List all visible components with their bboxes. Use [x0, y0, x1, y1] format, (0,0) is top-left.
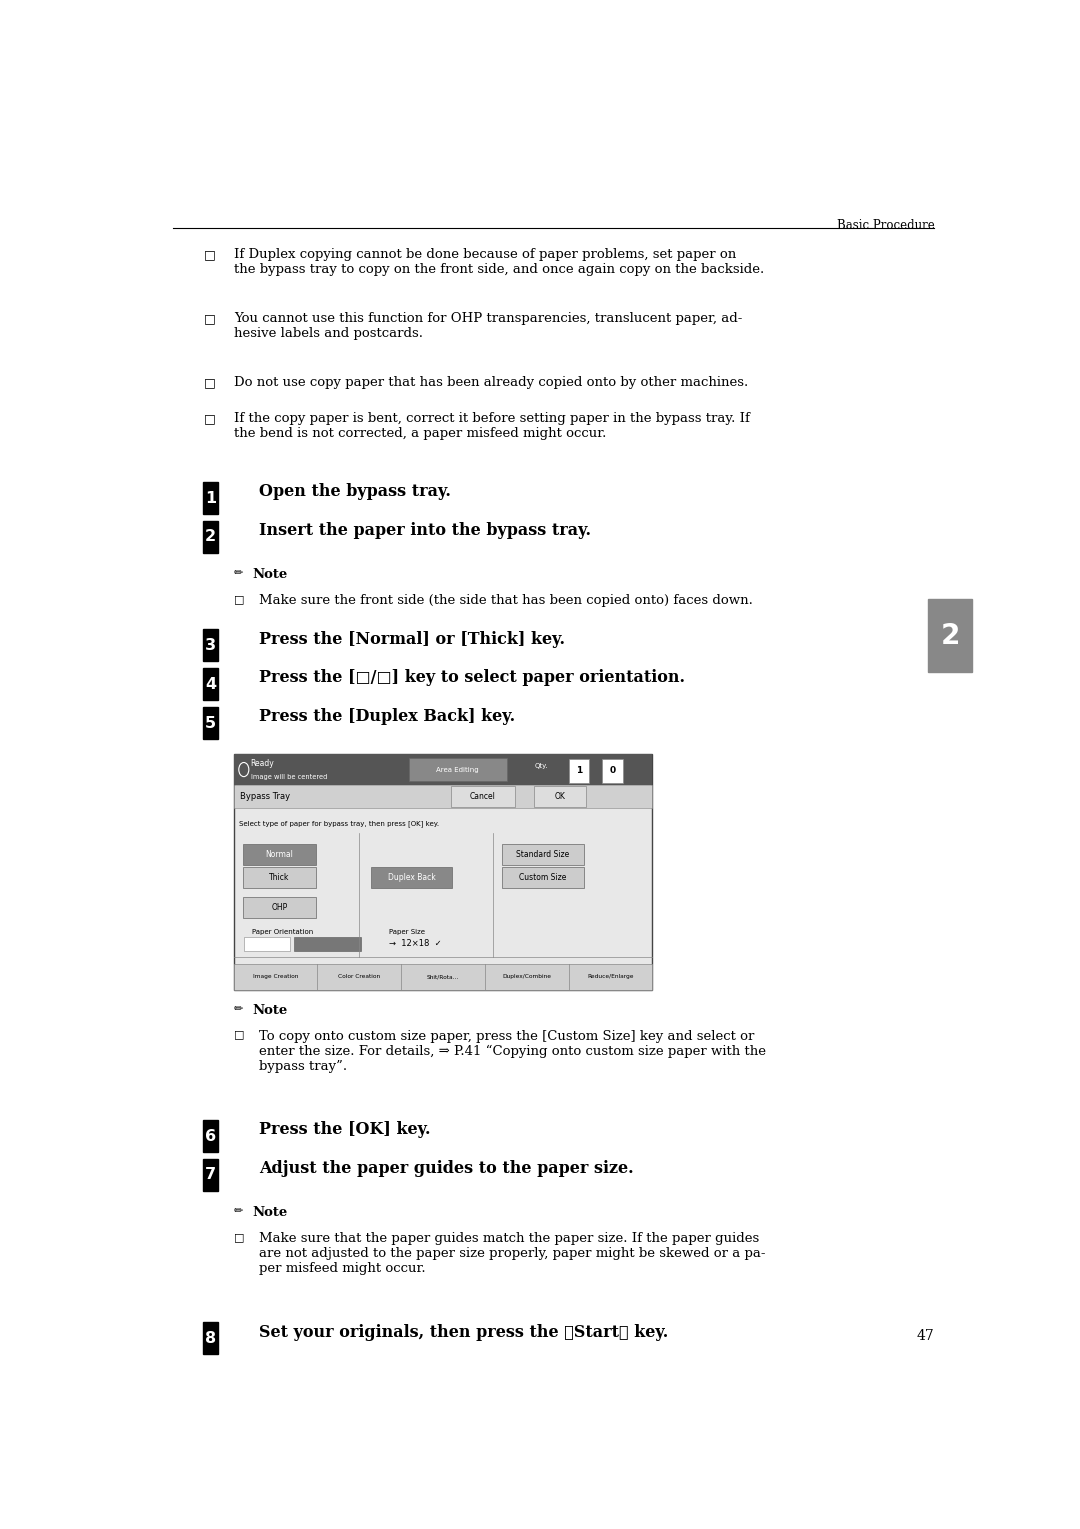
- Text: □: □: [233, 1029, 244, 1040]
- Text: Color Creation: Color Creation: [338, 974, 380, 979]
- Text: Standard Size: Standard Size: [516, 850, 569, 859]
- FancyBboxPatch shape: [502, 844, 583, 865]
- Text: Basic Procedure: Basic Procedure: [837, 219, 934, 232]
- Text: 6: 6: [205, 1128, 216, 1144]
- Text: Insert the paper into the bypass tray.: Insert the paper into the bypass tray.: [259, 523, 591, 540]
- Text: Press the [□/□] key to select paper orientation.: Press the [□/□] key to select paper orie…: [259, 670, 685, 687]
- Text: Qty.: Qty.: [535, 763, 549, 769]
- Text: 0: 0: [609, 766, 616, 775]
- Text: 1: 1: [205, 491, 216, 506]
- Text: □: □: [204, 312, 215, 326]
- FancyBboxPatch shape: [203, 482, 218, 514]
- FancyBboxPatch shape: [233, 963, 652, 989]
- Text: Make sure that the paper guides match the paper size. If the paper guides
are no: Make sure that the paper guides match th…: [259, 1232, 766, 1275]
- Text: Paper Orientation: Paper Orientation: [253, 930, 313, 936]
- Text: 47: 47: [917, 1329, 934, 1342]
- Text: Press the [Duplex Back] key.: Press the [Duplex Back] key.: [259, 708, 515, 725]
- Text: If the copy paper is bent, correct it before setting paper in the bypass tray. I: If the copy paper is bent, correct it be…: [233, 413, 750, 440]
- FancyBboxPatch shape: [233, 754, 652, 989]
- Text: 7: 7: [205, 1167, 216, 1182]
- Text: 8: 8: [205, 1330, 216, 1346]
- Text: Note: Note: [253, 1005, 287, 1017]
- Text: Custom Size: Custom Size: [519, 873, 567, 882]
- FancyBboxPatch shape: [408, 758, 507, 781]
- FancyBboxPatch shape: [450, 786, 515, 807]
- Text: Thick: Thick: [269, 873, 289, 882]
- Text: Shit/Rota...: Shit/Rota...: [427, 974, 459, 979]
- Text: →  12×18  ✓: → 12×18 ✓: [389, 939, 442, 948]
- FancyBboxPatch shape: [203, 706, 218, 739]
- Text: Normal: Normal: [266, 850, 294, 859]
- Text: 5: 5: [205, 716, 216, 731]
- Text: 2: 2: [941, 622, 960, 650]
- Text: Duplex/Combine: Duplex/Combine: [502, 974, 551, 979]
- FancyBboxPatch shape: [203, 1159, 218, 1191]
- Text: To copy onto custom size paper, press the [Custom Size] key and select or
enter : To copy onto custom size paper, press th…: [259, 1029, 766, 1073]
- Text: Make sure the front side (the side that has been copied onto) faces down.: Make sure the front side (the side that …: [259, 593, 753, 607]
- Text: Note: Note: [253, 569, 287, 581]
- FancyBboxPatch shape: [203, 1121, 218, 1151]
- Text: □: □: [204, 413, 215, 425]
- FancyBboxPatch shape: [233, 754, 652, 784]
- Text: 4: 4: [205, 677, 216, 691]
- Text: ✏: ✏: [233, 569, 243, 578]
- Text: Reduce/Enlarge: Reduce/Enlarge: [588, 974, 634, 979]
- Text: Ready: Ready: [251, 760, 274, 768]
- Text: OK: OK: [555, 792, 566, 801]
- Text: Press the [Normal] or [Thick] key.: Press the [Normal] or [Thick] key.: [259, 630, 565, 648]
- Text: ✏: ✏: [233, 1005, 243, 1014]
- FancyBboxPatch shape: [294, 937, 361, 951]
- Text: Set your originals, then press the 【Start】 key.: Set your originals, then press the 【Star…: [259, 1324, 669, 1341]
- Text: Image Creation: Image Creation: [253, 974, 298, 979]
- FancyBboxPatch shape: [243, 867, 315, 888]
- Text: You cannot use this function for OHP transparencies, translucent paper, ad-
hesi: You cannot use this function for OHP tra…: [233, 312, 742, 339]
- FancyBboxPatch shape: [372, 867, 453, 888]
- Text: Select type of paper for bypass tray, then press [OK] key.: Select type of paper for bypass tray, th…: [239, 821, 438, 827]
- Text: Cancel: Cancel: [470, 792, 496, 801]
- Text: Area Editing: Area Editing: [436, 766, 478, 772]
- FancyBboxPatch shape: [203, 1323, 218, 1355]
- Text: 3: 3: [205, 638, 216, 653]
- FancyBboxPatch shape: [602, 758, 623, 783]
- FancyBboxPatch shape: [243, 844, 315, 865]
- Text: ✏: ✏: [233, 1206, 243, 1216]
- FancyBboxPatch shape: [929, 599, 972, 673]
- Text: Duplex Back: Duplex Back: [388, 873, 435, 882]
- FancyBboxPatch shape: [244, 937, 289, 951]
- FancyBboxPatch shape: [203, 630, 218, 661]
- Text: Image will be centered: Image will be centered: [251, 774, 327, 780]
- FancyBboxPatch shape: [243, 896, 315, 917]
- Text: Note: Note: [253, 1206, 287, 1219]
- Text: □: □: [233, 1232, 244, 1242]
- Text: If Duplex copying cannot be done because of paper problems, set paper on
the byp: If Duplex copying cannot be done because…: [233, 248, 764, 277]
- Text: Press the [OK] key.: Press the [OK] key.: [259, 1121, 430, 1138]
- FancyBboxPatch shape: [203, 521, 218, 553]
- Text: □: □: [233, 593, 244, 604]
- Text: 1: 1: [576, 766, 582, 775]
- FancyBboxPatch shape: [233, 784, 652, 809]
- Text: Open the bypass tray.: Open the bypass tray.: [259, 483, 450, 500]
- FancyBboxPatch shape: [535, 786, 586, 807]
- Text: □: □: [204, 248, 215, 261]
- Text: Bypass Tray: Bypass Tray: [241, 792, 291, 801]
- Text: 2: 2: [205, 529, 216, 544]
- Text: Paper Size: Paper Size: [389, 930, 424, 936]
- FancyBboxPatch shape: [568, 758, 590, 783]
- FancyBboxPatch shape: [203, 668, 218, 700]
- Text: Do not use copy paper that has been already copied onto by other machines.: Do not use copy paper that has been alre…: [233, 376, 748, 388]
- Text: OHP: OHP: [271, 902, 287, 911]
- Text: □: □: [204, 376, 215, 388]
- Text: Adjust the paper guides to the paper size.: Adjust the paper guides to the paper siz…: [259, 1161, 634, 1177]
- FancyBboxPatch shape: [502, 867, 583, 888]
